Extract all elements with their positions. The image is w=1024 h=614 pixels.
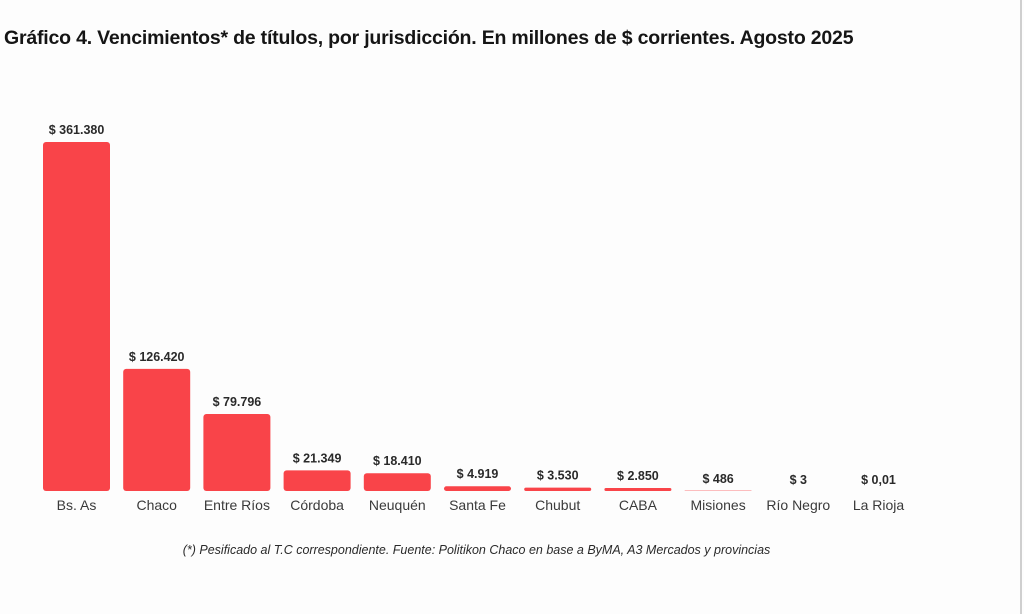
category-label-chubut: Chubut	[535, 497, 580, 513]
value-labels-group: $ 361.380 $ 126.420 $ 79.796 $ 21.349 $ 18.4…	[49, 123, 896, 487]
category-label-chaco: Chaco	[136, 497, 177, 513]
bar-misiones	[684, 490, 752, 491]
bar-chaco	[123, 368, 191, 491]
value-label-la-rioja: $ 0,01	[861, 473, 896, 487]
category-label-santa-fe: Santa Fe	[449, 497, 506, 513]
category-label-la-rioja: La Rioja	[853, 497, 905, 513]
category-label-rio-negro: Río Negro	[766, 497, 830, 513]
value-label-bs-as: $ 361.380	[49, 123, 105, 137]
value-label-caba: $ 2.850	[617, 469, 659, 483]
category-label-caba: CABA	[619, 497, 658, 513]
category-label-misiones: Misiones	[690, 497, 745, 513]
category-label-entre-rios: Entre Ríos	[204, 497, 270, 513]
bar-bs-as	[43, 142, 110, 491]
bar-cordoba	[283, 470, 351, 491]
chart-title: Gráfico 4. Vencimientos* de títulos, por…	[4, 27, 854, 49]
bar-chubut	[524, 487, 592, 491]
category-labels-group: Bs. As Chaco Entre Ríos Córdoba Neuquén Santa…	[57, 497, 905, 513]
value-label-chaco: $ 126.420	[129, 350, 185, 364]
value-label-santa-fe: $ 4.919	[457, 467, 499, 481]
value-label-entre-rios: $ 79.796	[213, 395, 262, 409]
category-label-bs-as: Bs. As	[57, 497, 97, 513]
value-label-misiones: $ 486	[702, 472, 733, 486]
window-edge-divider	[1020, 0, 1022, 614]
category-label-cordoba: Córdoba	[290, 497, 344, 513]
bar-santa-fe	[444, 486, 511, 491]
bar-entre-rios	[203, 413, 271, 491]
value-label-neuquen: $ 18.410	[373, 454, 422, 468]
value-label-cordoba: $ 21.349	[293, 451, 342, 465]
value-label-rio-negro: $ 3	[790, 473, 807, 487]
bar-caba	[604, 488, 672, 491]
category-label-neuquen: Neuquén	[369, 497, 426, 513]
chart-footnote: (*) Pesificado al T.C correspondiente. F…	[182, 543, 771, 557]
bars-group	[43, 142, 752, 491]
bar-neuquen	[363, 473, 431, 491]
value-label-chubut: $ 3.530	[537, 469, 579, 483]
